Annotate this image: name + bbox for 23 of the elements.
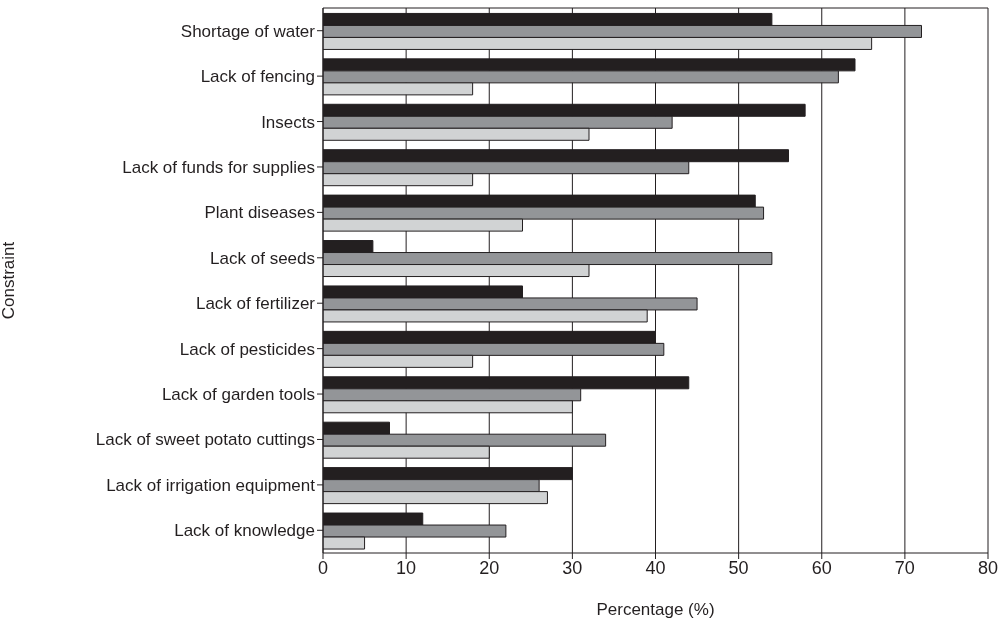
y-tick-label: Lack of seeds <box>210 248 315 268</box>
y-tick-label: Lack of pesticides <box>179 339 315 359</box>
y-tick-label: Plant diseases <box>204 203 315 223</box>
x-tick-label: 40 <box>645 557 666 578</box>
x-tick-label: 20 <box>479 557 500 578</box>
y-axis-title: Constraint <box>0 241 19 320</box>
y-tick-label: Lack of fencing <box>200 67 315 87</box>
x-axis-title: Percentage (%) <box>596 600 715 619</box>
x-tick-label: 10 <box>396 557 417 578</box>
y-tick-label: Lack of fertilizer <box>195 294 316 314</box>
y-tick-label: Lack of knowledge <box>174 521 315 541</box>
x-tick-label: 80 <box>977 557 999 578</box>
x-tick-label: 70 <box>894 557 915 578</box>
x-tick-label: 30 <box>562 557 583 578</box>
y-tick-label: Lack of sweet potato cuttings <box>95 430 315 450</box>
y-tick-label: Lack of irrigation equipment <box>106 475 316 495</box>
x-tick-label: 60 <box>811 557 832 578</box>
x-tick-label: 50 <box>728 557 749 578</box>
y-tick-label: Lack of funds for supplies <box>122 157 315 177</box>
y-tick-label: Shortage of water <box>180 21 316 41</box>
y-tick-label: Lack of garden tools <box>161 385 315 405</box>
y-tick-label: Insects <box>261 112 315 132</box>
x-tick-label: 0 <box>317 557 329 578</box>
